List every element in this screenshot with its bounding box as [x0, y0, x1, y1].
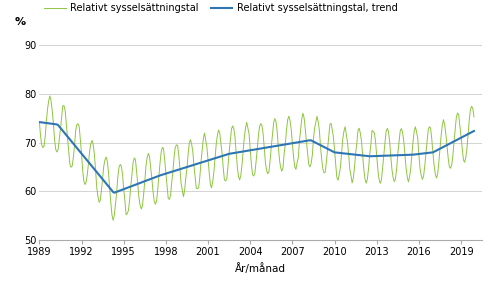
Relativt sysselsättningstal, trend: [92, 168, 97, 171]
Relativt sysselsättningstal, trend: [184, 165, 190, 169]
Relativt sysselsättningstal: [36, 120, 42, 123]
Line: Relativt sysselsättningstal, trend: Relativt sysselsättningstal, trend: [39, 122, 474, 193]
Relativt sysselsättningstal: [109, 214, 115, 217]
Relativt sysselsättningstal: [185, 152, 191, 156]
Line: Relativt sysselsättningstal: Relativt sysselsättningstal: [39, 96, 474, 220]
Relativt sysselsättningstal: [110, 219, 116, 222]
Relativt sysselsättningstal, trend: [108, 188, 114, 191]
Relativt sysselsättningstal, trend: [36, 120, 42, 124]
Text: %: %: [15, 17, 26, 27]
Relativt sysselsättningstal: [471, 115, 477, 119]
Relativt sysselsättningstal: [47, 94, 53, 98]
Relativt sysselsättningstal, trend: [111, 191, 117, 195]
Relativt sysselsättningstal, trend: [463, 134, 469, 137]
Relativt sysselsättningstal: [260, 132, 266, 135]
Relativt sysselsättningstal: [464, 147, 470, 150]
Relativt sysselsättningstal, trend: [259, 146, 265, 150]
Relativt sysselsättningstal, trend: [356, 153, 362, 157]
Relativt sysselsättningstal, trend: [471, 129, 477, 133]
Relativt sysselsättningstal: [357, 131, 363, 135]
Legend: Relativt sysselsättningstal, Relativt sysselsättningstal, trend: Relativt sysselsättningstal, Relativt sy…: [44, 3, 398, 13]
X-axis label: År/månad: År/månad: [235, 263, 286, 274]
Relativt sysselsättningstal: [92, 168, 98, 172]
